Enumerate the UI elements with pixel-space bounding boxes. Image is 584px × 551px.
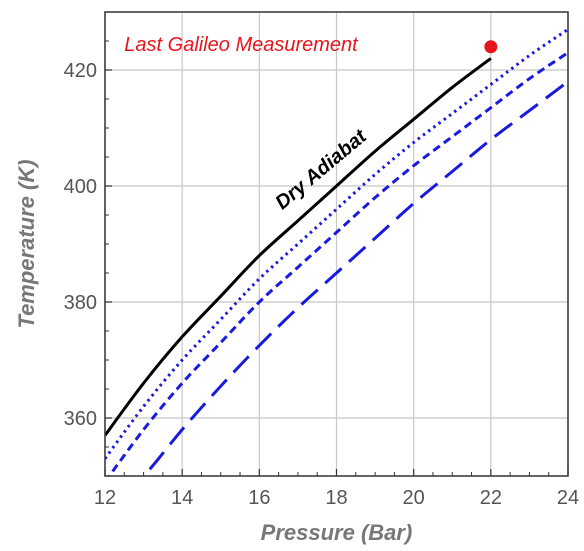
x-tick-label: 22: [480, 487, 502, 509]
y-tick-label: 420: [64, 60, 97, 82]
series-group: [105, 28, 568, 476]
y-tick-labels: 360 380 400 420: [64, 60, 97, 430]
y-tick-label: 380: [64, 292, 97, 314]
x-tick-labels: 12 14 16 18 20 22 24: [94, 487, 579, 509]
x-tick-label: 24: [557, 487, 579, 509]
x-tick-label: 20: [403, 487, 425, 509]
annotation-last-galileo: Last Galileo Measurement: [124, 34, 359, 56]
y-axis-title: Temperature (K): [14, 159, 39, 328]
grid: [104, 11, 569, 477]
galileo-measurement-point: [484, 40, 498, 54]
x-axis-title: Pressure (Bar): [261, 520, 413, 545]
x-tick-label: 14: [171, 487, 193, 509]
series-line-long-dashed: [141, 80, 568, 476]
x-tick-label: 12: [94, 487, 116, 509]
series-line-solid: [105, 57, 492, 437]
points-group: [484, 40, 498, 54]
series-line-short-dashed: [107, 51, 568, 476]
x-tick-label: 16: [248, 487, 270, 509]
y-tick-label: 360: [64, 408, 97, 430]
x-tick-label: 18: [325, 487, 347, 509]
y-tick-label: 400: [64, 176, 97, 198]
plot-frame: [104, 11, 569, 477]
series-line-dotted: [105, 28, 568, 460]
